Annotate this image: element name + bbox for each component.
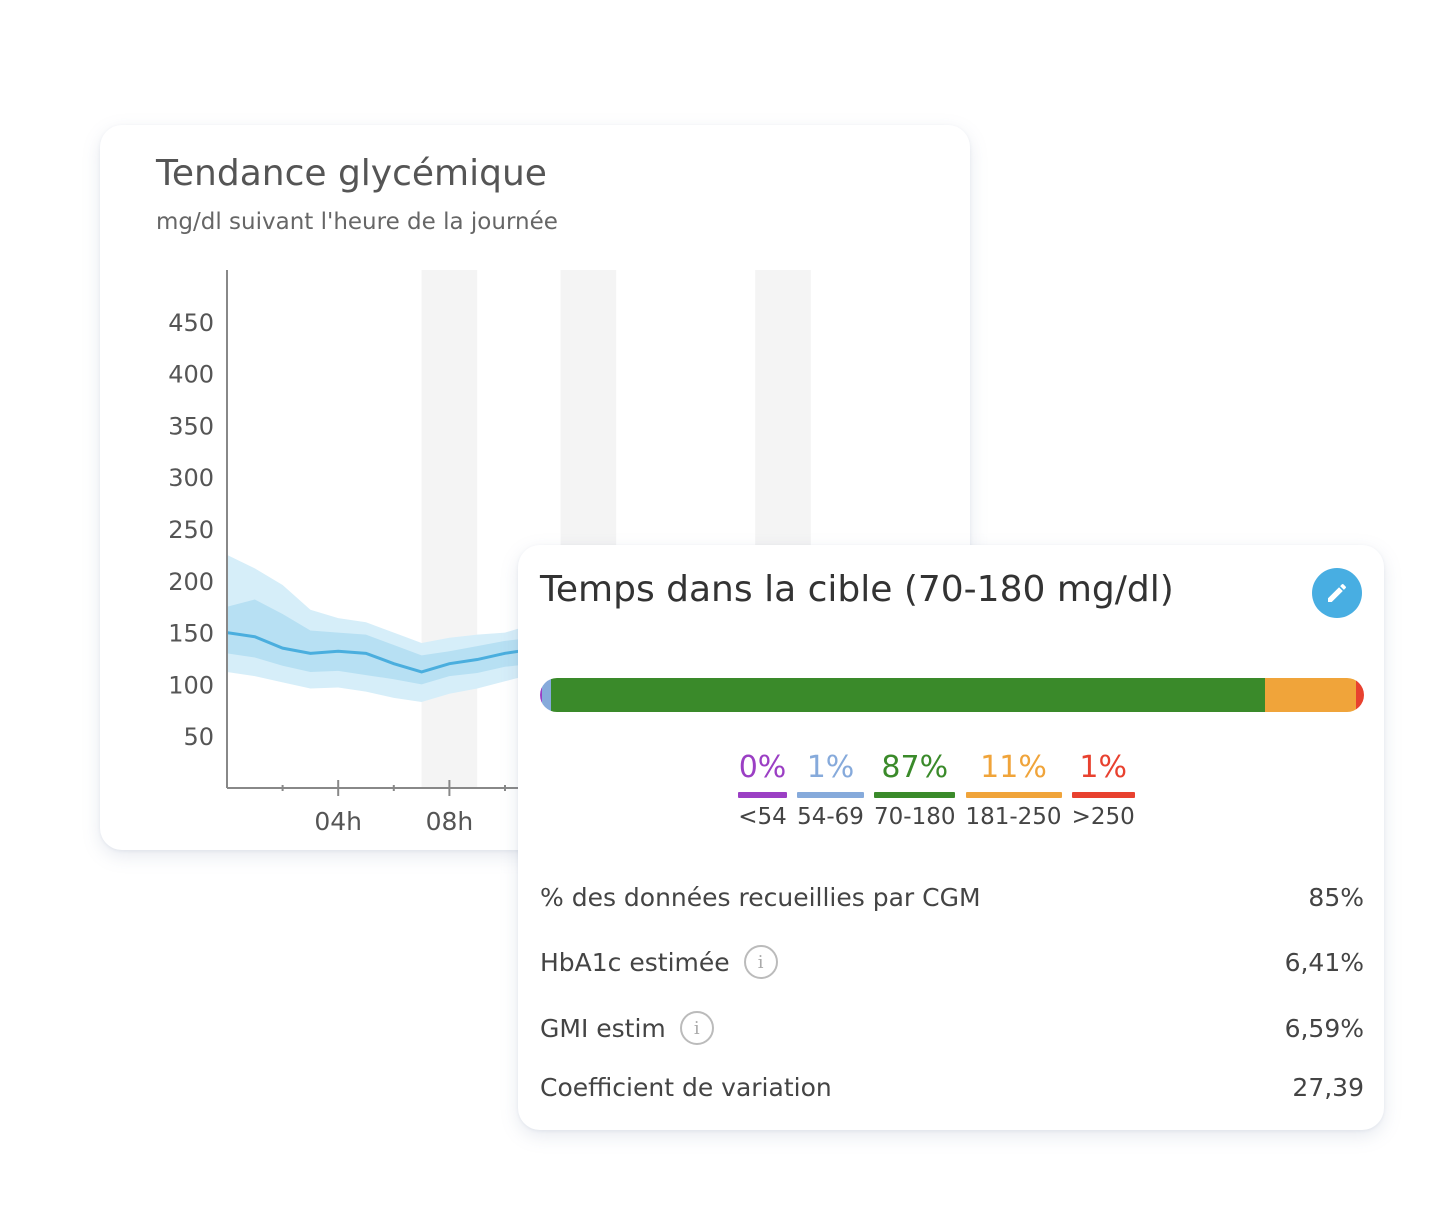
legend-color-line	[874, 792, 956, 798]
stat-label-group: % des données recueillies par CGM	[540, 883, 981, 912]
range-bar-segment	[1355, 678, 1364, 712]
stat-row: HbA1c estimée i 6,41%	[540, 945, 1364, 979]
legend-color-line	[797, 792, 864, 798]
legend-percent: 11%	[980, 750, 1047, 785]
legend-percent: 0%	[738, 750, 787, 785]
legend-percent: 1%	[1079, 750, 1127, 785]
y-tick-label: 200	[168, 568, 214, 596]
legend-color-line	[965, 792, 1062, 798]
stat-label: GMI estim	[540, 1013, 666, 1043]
stat-value: 85%	[1308, 883, 1364, 912]
y-tick-label: 150	[168, 620, 214, 648]
stat-label: HbA1c estimée	[540, 947, 730, 977]
stat-value: 6,59%	[1284, 1013, 1364, 1043]
range-bar-segment	[542, 678, 551, 712]
info-icon[interactable]: i	[679, 1011, 714, 1045]
y-tick-label: 100	[168, 671, 214, 699]
legend-percent: 1%	[806, 750, 855, 785]
stat-label-group: HbA1c estimée i	[540, 945, 778, 979]
time-in-range-bar	[540, 678, 1364, 712]
shaded-period-0	[421, 270, 478, 788]
y-tick-label: 350	[168, 412, 214, 440]
stat-row: GMI estim i 6,59%	[540, 1011, 1364, 1045]
y-tick-label: 50	[183, 723, 214, 751]
legend-range-label: <54	[738, 804, 787, 830]
trend-title: Tendance glycémique	[156, 153, 547, 194]
stat-label: Coefficient de variation	[540, 1073, 832, 1102]
legend-item: 11% 181-250	[965, 750, 1061, 830]
legend-item: 87% 70-180	[874, 750, 955, 830]
stat-value: 27,39	[1292, 1073, 1364, 1102]
stat-value: 6,41%	[1284, 947, 1364, 977]
inner-percentile-band	[227, 599, 603, 685]
legend-item: 0% <54	[738, 750, 787, 830]
stat-label-group: GMI estim i	[540, 1011, 714, 1045]
trend-subtitle: mg/dl suivant l'heure de la journée	[156, 209, 558, 235]
glycemic-trend-chart: 450 400 350 300 250 200 150 100 50 04h 08h	[168, 270, 811, 836]
stat-row: Coefficient de variation 27,39	[540, 1073, 1364, 1102]
y-tick-label: 400	[168, 361, 214, 389]
tir-title: Temps dans la cible (70-180 mg/dl)	[540, 569, 1174, 610]
legend-range-label: 70-180	[874, 804, 956, 830]
legend-color-line	[738, 792, 787, 798]
legend-range-label: >250	[1071, 804, 1135, 830]
legend-percent: 87%	[881, 750, 949, 785]
range-bar-segment	[540, 678, 543, 712]
legend-item: 1% 54-69	[797, 750, 864, 830]
y-tick-label: 450	[168, 309, 214, 337]
range-legend: 0% <54 1% 54-69 87% 70-180 11% 181-250 1% >250	[738, 750, 1135, 830]
pencil-icon	[1328, 583, 1347, 602]
edit-button[interactable]	[1312, 568, 1362, 618]
time-in-range-card: Temps dans la cible (70-180 mg/dl) 0% <54…	[518, 545, 1384, 1130]
stat-label: % des données recueillies par CGM	[540, 883, 981, 912]
legend-color-line	[1071, 792, 1135, 798]
x-tick-label: 04h	[314, 807, 362, 836]
legend-item: 1% >250	[1072, 750, 1135, 830]
legend-range-label: 54-69	[797, 804, 864, 830]
y-tick-label: 300	[168, 464, 214, 492]
x-tick-label: 08h	[426, 807, 474, 836]
legend-range-label: 181-250	[965, 804, 1062, 830]
y-tick-label: 250	[168, 516, 214, 544]
info-icon[interactable]: i	[743, 945, 778, 979]
range-bar-segment	[550, 678, 1266, 712]
stat-row: % des données recueillies par CGM 85%	[540, 883, 1364, 912]
range-bar-segment	[1265, 678, 1356, 712]
stat-label-group: Coefficient de variation	[540, 1073, 832, 1102]
